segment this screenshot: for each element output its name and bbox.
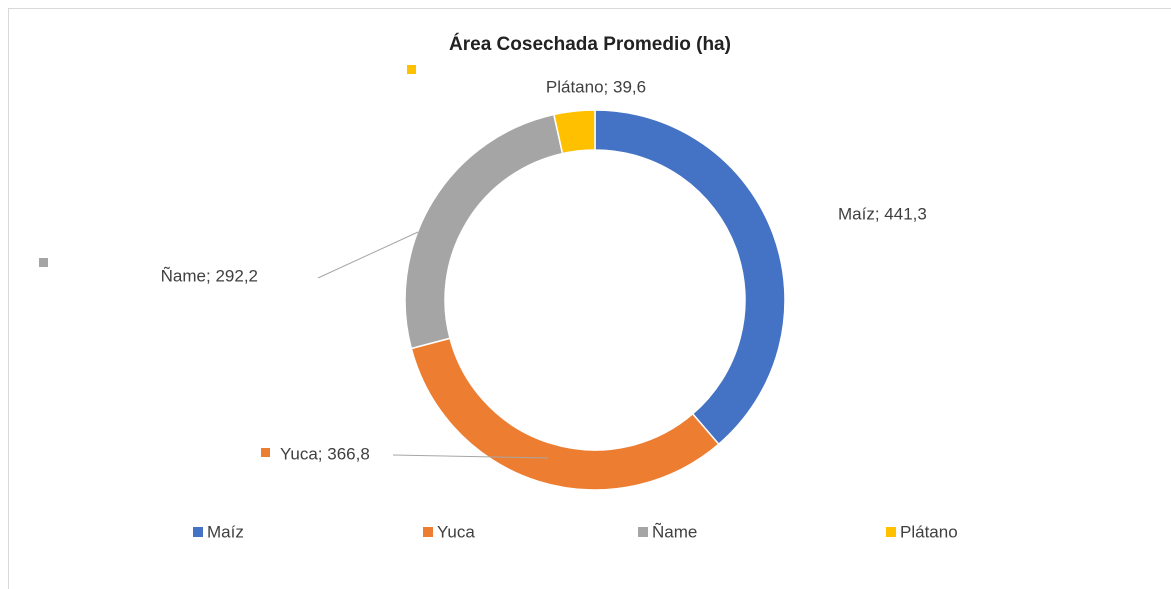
donut-segment [552,109,596,155]
legend-label: Maíz [207,522,244,541]
data-label: Plátano; 39,6 [546,77,646,96]
label-key [39,258,48,267]
legend-key [423,527,433,537]
legend-key [886,527,896,537]
leader-line [317,231,419,279]
label-key [261,448,270,457]
donut-segment [594,109,786,446]
legend-key [193,527,203,537]
leader-line [392,454,549,459]
legend-key [638,527,648,537]
data-label: Ñame; 292,2 [161,266,258,285]
legend-label: Plátano [900,522,958,541]
data-label: Maíz; 441,3 [838,204,927,223]
chart-title: Área Cosechada Promedio (ha) [449,33,731,55]
data-label: Yuca; 366,8 [280,444,370,463]
legend-label: Yuca [437,522,475,541]
label-key [407,65,416,74]
legend-label: Ñame [652,522,697,541]
